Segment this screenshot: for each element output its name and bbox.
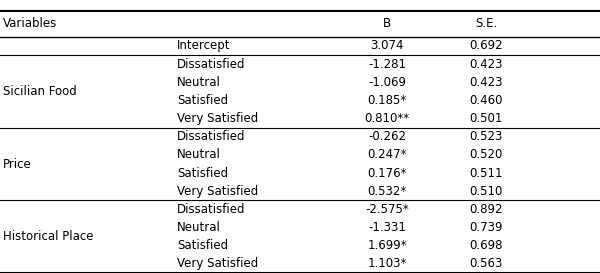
Text: 0.185*: 0.185* (367, 94, 407, 107)
Text: Sicilian Food: Sicilian Food (3, 85, 77, 98)
Text: 0.810**: 0.810** (364, 112, 410, 125)
Text: 3.074: 3.074 (370, 39, 404, 52)
Text: 0.423: 0.423 (469, 58, 503, 71)
Text: -2.575*: -2.575* (365, 203, 409, 216)
Text: Historical Place: Historical Place (3, 230, 94, 243)
Text: Satisfied: Satisfied (177, 94, 228, 107)
Text: Intercept: Intercept (177, 39, 230, 52)
Text: Very Satisfied: Very Satisfied (177, 185, 258, 198)
Text: 0.501: 0.501 (469, 112, 503, 125)
Text: -0.262: -0.262 (368, 130, 406, 143)
Text: 0.892: 0.892 (469, 203, 503, 216)
Text: 0.698: 0.698 (469, 239, 503, 252)
Text: Dissatisfied: Dissatisfied (177, 203, 245, 216)
Text: B: B (383, 17, 391, 30)
Text: 0.423: 0.423 (469, 76, 503, 89)
Text: S.E.: S.E. (475, 17, 497, 30)
Text: 0.520: 0.520 (469, 149, 503, 161)
Text: 1.103*: 1.103* (367, 257, 407, 271)
Text: Satisfied: Satisfied (177, 239, 228, 252)
Text: 0.563: 0.563 (469, 257, 503, 271)
Text: 0.511: 0.511 (469, 167, 503, 180)
Text: Price: Price (3, 158, 32, 171)
Text: 1.699*: 1.699* (367, 239, 407, 252)
Text: -1.331: -1.331 (368, 221, 406, 234)
Text: Variables: Variables (3, 17, 57, 30)
Text: Dissatisfied: Dissatisfied (177, 58, 245, 71)
Text: 0.247*: 0.247* (367, 149, 407, 161)
Text: 0.460: 0.460 (469, 94, 503, 107)
Text: 0.692: 0.692 (469, 39, 503, 52)
Text: Neutral: Neutral (177, 221, 221, 234)
Text: 0.176*: 0.176* (367, 167, 407, 180)
Text: -1.281: -1.281 (368, 58, 406, 71)
Text: 0.532*: 0.532* (367, 185, 407, 198)
Text: Satisfied: Satisfied (177, 167, 228, 180)
Text: 0.523: 0.523 (469, 130, 503, 143)
Text: Very Satisfied: Very Satisfied (177, 257, 258, 271)
Text: 0.510: 0.510 (469, 185, 503, 198)
Text: Dissatisfied: Dissatisfied (177, 130, 245, 143)
Text: Neutral: Neutral (177, 149, 221, 161)
Text: Neutral: Neutral (177, 76, 221, 89)
Text: Very Satisfied: Very Satisfied (177, 112, 258, 125)
Text: 0.739: 0.739 (469, 221, 503, 234)
Text: -1.069: -1.069 (368, 76, 406, 89)
